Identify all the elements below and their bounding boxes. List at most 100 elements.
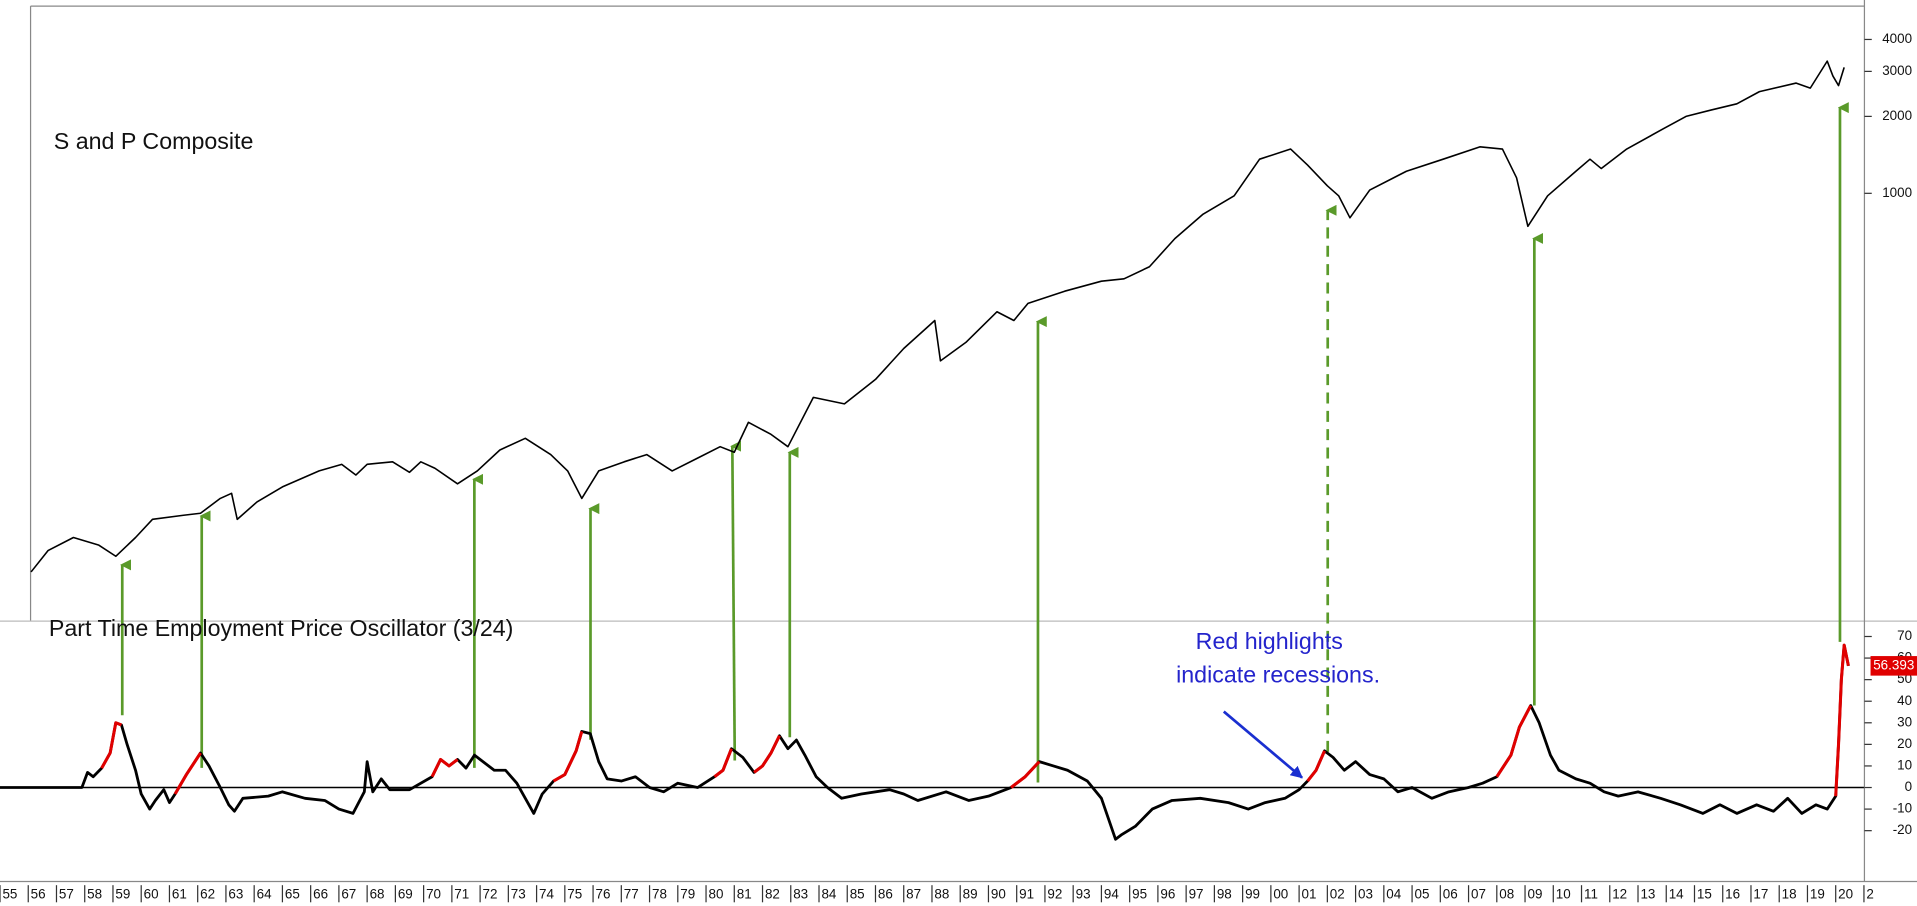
y-tick-label: 3000	[1882, 63, 1912, 78]
recession-highlight	[552, 731, 584, 783]
x-tick-label: 09	[1527, 887, 1542, 902]
value-label: 56.393	[1873, 657, 1914, 672]
y-tick-label: 10	[1897, 757, 1912, 772]
recession-highlight	[1010, 760, 1041, 789]
x-tick-label: 56	[31, 887, 46, 902]
annotation-arrow	[1222, 710, 1303, 779]
x-tick-label: 72	[483, 887, 498, 902]
x-tick-label: 60	[144, 887, 159, 902]
x-tick-label: 57	[59, 887, 74, 902]
recession-highlight	[1306, 750, 1326, 782]
y-tick-label: 0	[1905, 779, 1912, 794]
x-tick-label: 82	[765, 887, 780, 902]
x-tick-label: 88	[934, 887, 949, 902]
x-tick-label: 15	[1697, 887, 1712, 902]
y-tick-label: -20	[1893, 822, 1912, 837]
x-tick-label: 98	[1217, 887, 1232, 902]
arrow	[730, 440, 742, 761]
x-tick-label: 58	[87, 887, 102, 902]
x-tick-label: 07	[1471, 887, 1486, 902]
x-tick-label: 10	[1556, 887, 1571, 902]
x-tick-label: 14	[1669, 887, 1684, 902]
x-tick-label: 17	[1753, 887, 1768, 902]
y-tick-label: 70	[1897, 628, 1912, 643]
x-tick-label: 13	[1640, 887, 1655, 902]
recession-highlight	[173, 752, 202, 795]
x-tick-label: 74	[539, 887, 554, 902]
x-tick-label: 66	[313, 887, 328, 902]
x-tick-label: 78	[652, 887, 667, 902]
x-tick-label: 83	[793, 887, 808, 902]
x-tick-label: 03	[1358, 887, 1373, 902]
x-tick-label: 95	[1132, 887, 1147, 902]
recession-highlight	[1495, 704, 1533, 778]
value-label-box	[1870, 656, 1917, 676]
recession-highlight	[753, 735, 781, 774]
annotation: indicate recessions.	[1176, 661, 1380, 687]
x-tick-label: 04	[1386, 887, 1401, 902]
x-tick-label: 71	[454, 887, 469, 902]
y-tick-label: 40	[1897, 693, 1912, 708]
y-tick-label: 4000	[1882, 31, 1912, 46]
x-tick-label: 93	[1076, 887, 1091, 902]
panel-title: S and P Composite	[54, 128, 254, 154]
y-tick-label: -10	[1893, 801, 1912, 816]
x-tick-label: 86	[878, 887, 893, 902]
x-tick-label: 64	[257, 887, 272, 902]
x-tick-label: 2	[1866, 887, 1873, 902]
x-tick-label: 05	[1415, 887, 1430, 902]
y-tick-label: 2000	[1882, 108, 1912, 123]
arrows	[120, 102, 1849, 783]
y-tick-label: 1000	[1882, 185, 1912, 200]
recession-highlight	[430, 757, 459, 778]
x-tick-label: 75	[567, 887, 582, 902]
x-tick-label: 69	[398, 887, 413, 902]
x-tick-label: 55	[2, 887, 17, 902]
x-tick-label: 77	[624, 887, 639, 902]
x-tick-label: 65	[285, 887, 300, 902]
x-tick-label: 90	[991, 887, 1006, 902]
x-tick-label: 01	[1302, 887, 1317, 902]
x-tick-label: 81	[737, 887, 752, 902]
x-tick-label: 59	[115, 887, 130, 902]
x-tick-label: 19	[1810, 887, 1825, 902]
x-tick-label: 18	[1782, 887, 1797, 902]
series-line	[30, 60, 1845, 573]
x-tick-label: 80	[708, 887, 723, 902]
x-tick-label: 00	[1273, 887, 1288, 902]
x-tick-label: 84	[821, 887, 836, 902]
x-tick-label: 20	[1838, 887, 1853, 902]
x-tick-label: 97	[1189, 887, 1204, 902]
x-tick-label: 76	[596, 887, 611, 902]
y-tick-label: 30	[1897, 714, 1912, 729]
x-tick-label: 92	[1047, 887, 1062, 902]
annotation: Red highlights	[1196, 628, 1343, 654]
x-tick-label: 73	[511, 887, 526, 902]
recession-highlight	[100, 721, 122, 769]
x-tick-label: 70	[426, 887, 441, 902]
x-tick-label: 12	[1612, 887, 1627, 902]
x-tick-label: 11	[1584, 887, 1598, 902]
y-tick-label: 20	[1897, 736, 1912, 751]
x-tick-label: 63	[228, 887, 243, 902]
x-tick-label: 08	[1499, 887, 1514, 902]
x-tick-label: 16	[1725, 887, 1740, 902]
recession-highlight	[1834, 643, 1850, 797]
x-tick-label: 96	[1160, 887, 1175, 902]
series-line	[0, 643, 1850, 841]
x-tick-label: 67	[341, 887, 356, 902]
x-tick-label: 02	[1330, 887, 1345, 902]
x-tick-label: 61	[172, 887, 187, 902]
x-tick-label: 87	[906, 887, 921, 902]
x-tick-label: 68	[370, 887, 385, 902]
x-tick-label: 62	[200, 887, 215, 902]
x-tick-label: 89	[963, 887, 978, 902]
panel-title: Part Time Employment Price Oscillator (3…	[49, 615, 514, 641]
recession-highlight	[713, 748, 733, 778]
x-tick-label: 94	[1104, 887, 1119, 902]
x-tick-label: 99	[1245, 887, 1260, 902]
x-tick-label: 79	[680, 887, 695, 902]
